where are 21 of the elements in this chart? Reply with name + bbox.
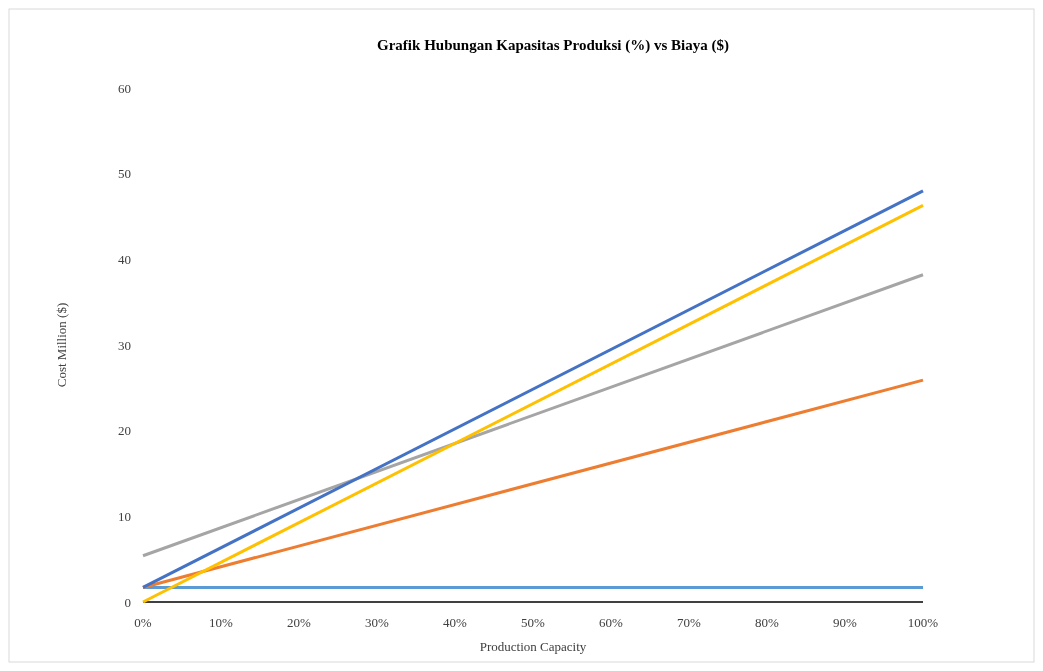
y-tick-label: 50 xyxy=(118,166,131,182)
x-tick-label: 80% xyxy=(755,615,780,630)
x-tick-label: 10% xyxy=(209,615,234,630)
y-tick-label: 30 xyxy=(118,337,131,353)
y-tick-label: 40 xyxy=(118,251,131,267)
y-tick-label: 10 xyxy=(118,508,131,524)
x-tick-label: 0% xyxy=(134,615,152,630)
x-tick-label: 100% xyxy=(907,615,939,630)
x-tick-label: 40% xyxy=(443,615,468,630)
y-axis-title: Cost Million ($) xyxy=(54,302,69,388)
x-tick-label: 60% xyxy=(599,615,624,630)
y-tick-label: 0 xyxy=(124,594,131,610)
x-tick-label: 90% xyxy=(833,615,858,630)
y-tick-label: 20 xyxy=(118,423,131,439)
x-tick-label: 70% xyxy=(677,615,702,630)
x-tick-label: 30% xyxy=(365,615,390,630)
x-tick-label: 20% xyxy=(287,615,312,630)
x-tick-label: 50% xyxy=(521,615,546,630)
x-axis-title: Production Capacity xyxy=(479,639,587,654)
y-tick-label: 60 xyxy=(118,80,131,96)
chart-title: Grafik Hubungan Kapasitas Produksi (%) vs Biaya ($) xyxy=(377,37,729,54)
